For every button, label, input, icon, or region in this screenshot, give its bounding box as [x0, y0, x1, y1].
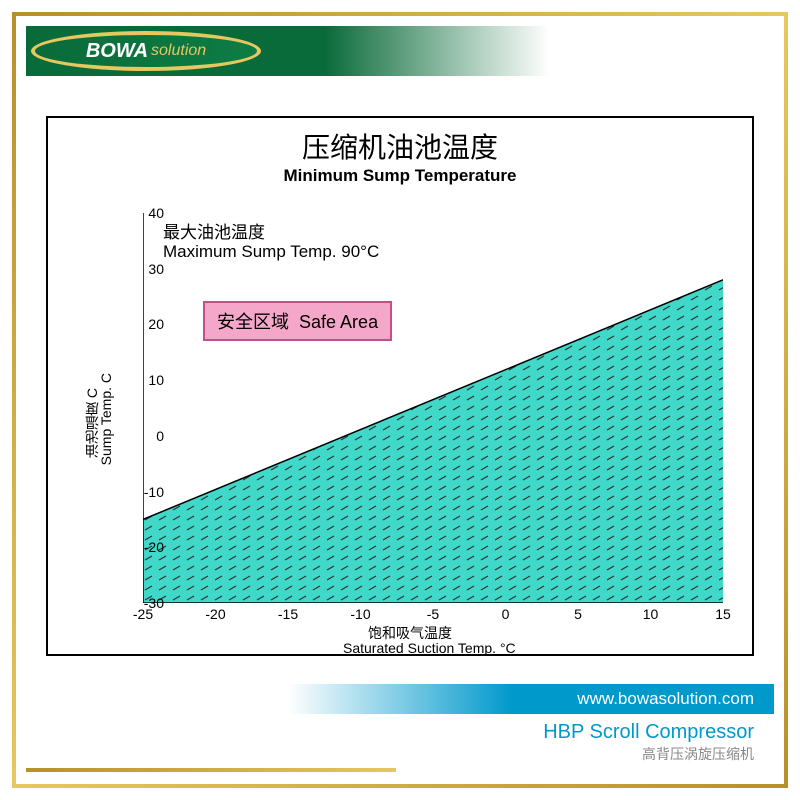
logo-text-sub: solution — [151, 42, 206, 60]
ytick-label: 30 — [129, 261, 164, 277]
xtick-label: -10 — [341, 606, 381, 622]
ytick-label: 20 — [129, 316, 164, 332]
product-en: HBP Scroll Compressor — [543, 721, 754, 744]
xtick-label: 0 — [486, 606, 526, 622]
xtick-label: -20 — [196, 606, 236, 622]
footer-strip: www.bowasolution.com — [26, 684, 774, 714]
page-root: BOWA solution 压缩机油池温度 Minimum Sump Tempe… — [0, 0, 800, 800]
chart-panel: 压缩机油池温度 Minimum Sump Temperature 油池温度 C … — [46, 116, 754, 656]
xtick-label: -25 — [123, 606, 163, 622]
xtick-label: 10 — [631, 606, 671, 622]
footer-url: www.bowasolution.com — [577, 689, 754, 709]
logo-text-main: BOWA — [86, 40, 148, 63]
xtick-label: -5 — [413, 606, 453, 622]
logo-ellipse: BOWA solution — [31, 31, 261, 71]
xlabel-en: Saturated Suction Temp. °C — [343, 640, 516, 656]
ytick-label: 40 — [129, 205, 164, 221]
title-en: Minimum Sump Temperature — [48, 166, 752, 186]
ytick-label: 10 — [129, 372, 164, 388]
title-cn: 压缩机油池温度 — [48, 126, 752, 166]
logo-strip: BOWA solution — [26, 26, 774, 76]
product-cn: 高背压涡旋压缩机 — [543, 744, 754, 764]
product-label: HBP Scroll Compressor 高背压涡旋压缩机 — [543, 721, 754, 764]
xtick-label: 15 — [703, 606, 743, 622]
ylabel-en: Sump Temp. C — [98, 373, 114, 465]
ytick-label: -20 — [129, 539, 164, 555]
xtick-label: -15 — [268, 606, 308, 622]
gold-frame: BOWA solution 压缩机油池温度 Minimum Sump Tempe… — [12, 12, 788, 788]
xtick-label: 5 — [558, 606, 598, 622]
gold-bar-icon — [26, 768, 396, 772]
chart-title: 压缩机油池温度 Minimum Sump Temperature — [48, 126, 752, 186]
plot-svg — [143, 213, 723, 603]
ytick-label: 0 — [129, 428, 164, 444]
ytick-label: -10 — [129, 484, 164, 500]
